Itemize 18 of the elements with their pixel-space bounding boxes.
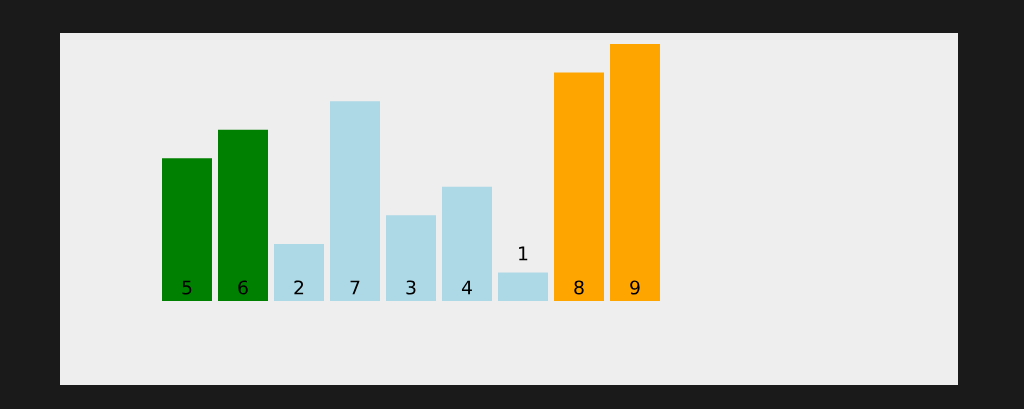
bar xyxy=(386,215,436,301)
data-label: 5 xyxy=(182,280,192,295)
data-label: 2 xyxy=(294,280,304,295)
data-label: 1 xyxy=(519,246,528,261)
bar xyxy=(218,129,268,301)
data-label: 8 xyxy=(574,280,584,295)
bar xyxy=(498,272,548,301)
bar xyxy=(274,243,324,301)
data-label: 3 xyxy=(406,280,416,295)
bar xyxy=(442,186,492,301)
data-label: 9 xyxy=(630,280,640,295)
bar xyxy=(162,158,212,301)
bar xyxy=(554,72,604,301)
bar xyxy=(610,44,660,301)
bar xyxy=(330,101,380,301)
data-label: 7 xyxy=(350,280,360,295)
data-label: 4 xyxy=(461,280,472,295)
data-label: 6 xyxy=(238,280,248,295)
